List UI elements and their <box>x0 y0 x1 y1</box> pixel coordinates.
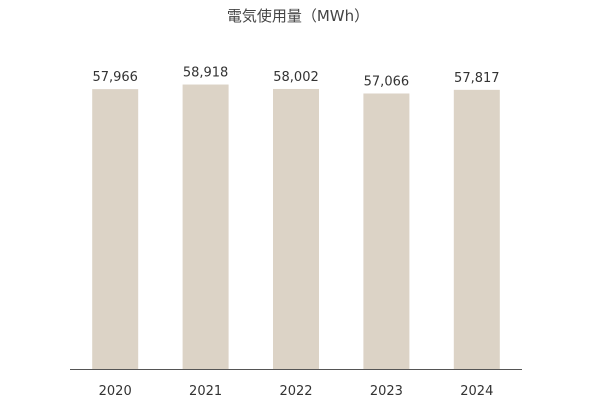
x-tick-label-2023: 2023 <box>370 384 403 399</box>
x-tick-label-2024: 2024 <box>460 384 493 399</box>
bar-2023 <box>363 93 410 370</box>
data-label-2021: 58,918 <box>183 66 229 81</box>
x-tick-label-2021: 2021 <box>189 384 222 399</box>
x-tick-label-2020: 2020 <box>99 384 132 399</box>
data-label-2024: 57,817 <box>454 71 500 86</box>
data-label-2023: 57,066 <box>364 74 410 89</box>
data-labels-group: 57,966 58,918 58,002 57,066 57,817 <box>92 66 499 90</box>
bar-2021 <box>182 84 229 369</box>
data-label-2020: 57,966 <box>92 70 138 85</box>
bar-2022 <box>273 88 319 369</box>
chart-title: 電気使用量（MWh） <box>227 7 369 25</box>
data-label-2022: 58,002 <box>273 70 319 85</box>
x-tick-labels-group: 2020 2021 2022 2023 2024 <box>99 384 494 399</box>
bars-group <box>92 84 500 370</box>
bar-2024 <box>453 89 500 369</box>
bar-2020 <box>92 89 139 369</box>
x-tick-label-2022: 2022 <box>279 384 312 399</box>
